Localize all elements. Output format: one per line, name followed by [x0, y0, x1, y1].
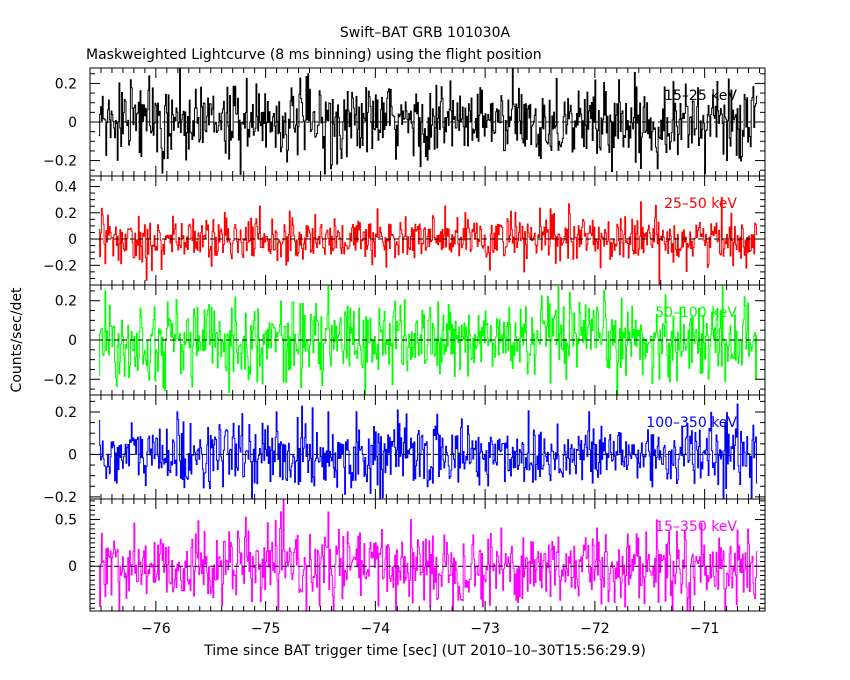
y-tick-label: 0.2 — [55, 206, 77, 222]
y-tick-label: 0 — [68, 559, 77, 575]
y-axis-label: Counts/sec/det — [9, 287, 25, 392]
band-label-5: 15–350 keV — [655, 519, 737, 535]
series-line-2 — [98, 196, 758, 286]
band-label-1: 15–25 keV — [664, 88, 737, 104]
y-tick-label: 0 — [68, 115, 77, 131]
x-tick-label: −72 — [580, 621, 610, 637]
y-tick-label: −0.2 — [43, 258, 77, 274]
chart-subtitle: Maskweighted Lightcurve (8 ms binning) u… — [86, 47, 542, 63]
x-tick-label: −73 — [470, 621, 500, 637]
y-tick-label: 0 — [68, 447, 77, 463]
y-tick-label: −0.2 — [43, 372, 77, 388]
y-tick-label: 0 — [68, 232, 77, 248]
x-tick-label: −74 — [361, 621, 391, 637]
x-axis-label: Time since BAT trigger time [sec] (UT 20… — [203, 643, 646, 659]
x-tick-label: −76 — [141, 621, 171, 637]
y-tick-label: 0.4 — [55, 180, 77, 196]
chart-title: Swift–BAT GRB 101030A — [340, 25, 511, 41]
y-tick-label: 0.2 — [55, 76, 77, 92]
panel-5: 0.5 0 15–350 keV — [55, 498, 766, 612]
y-tick-label: −0.2 — [43, 490, 77, 506]
x-tick-label: −71 — [690, 621, 720, 637]
panel-2: 0.4 0.2 0 −0.2 25–50 keV — [43, 175, 766, 286]
series-line-3 — [98, 284, 758, 396]
x-tick-label: −75 — [251, 621, 281, 637]
series-line-5 — [98, 498, 758, 612]
series-line-1 — [98, 67, 758, 175]
y-tick-label: 0.2 — [55, 294, 77, 310]
band-label-3: 50–100 keV — [655, 305, 737, 321]
y-tick-label: 0.2 — [55, 405, 77, 421]
y-tick-label: −0.2 — [43, 154, 77, 170]
panel-1: 0.2 0 −0.2 15–25 keV — [43, 67, 766, 177]
panels: 0.2 0 −0.2 15–25 keV 0.4 0.2 0 −0.2 25–50 keV 0.2… — [43, 67, 766, 637]
band-label-2: 25–50 keV — [664, 196, 737, 212]
y-tick-label: 0 — [68, 333, 77, 349]
band-label-4: 100–350 keV — [646, 415, 737, 431]
series-line-4 — [98, 403, 758, 500]
panel-frame — [89, 498, 766, 612]
y-tick-label: 0.5 — [55, 513, 77, 529]
panel-4: 0.2 0 −0.2 100–350 keV — [43, 394, 766, 506]
panel-3: 0.2 0 −0.2 50–100 keV — [43, 284, 766, 396]
